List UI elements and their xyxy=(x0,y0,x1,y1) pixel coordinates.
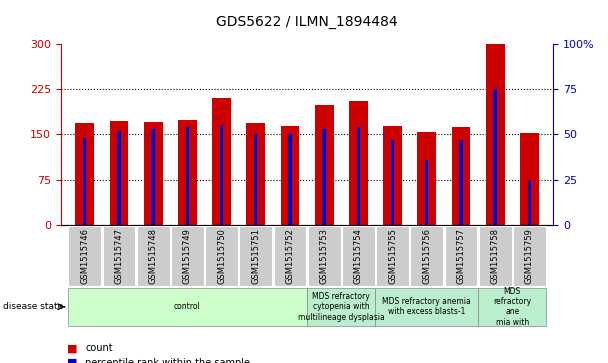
Bar xyxy=(109,121,128,225)
Text: GSM1515757: GSM1515757 xyxy=(457,228,466,284)
FancyBboxPatch shape xyxy=(103,226,136,286)
Text: GSM1515751: GSM1515751 xyxy=(251,228,260,284)
FancyBboxPatch shape xyxy=(478,287,547,326)
FancyBboxPatch shape xyxy=(307,287,375,326)
Text: ■: ■ xyxy=(67,343,77,354)
Bar xyxy=(391,140,394,225)
Text: MDS
refractory
ane
mia with: MDS refractory ane mia with xyxy=(493,287,531,327)
Bar xyxy=(83,138,86,225)
Bar xyxy=(417,132,436,225)
Bar xyxy=(246,123,265,225)
FancyBboxPatch shape xyxy=(171,226,204,286)
Bar xyxy=(220,125,223,225)
Bar xyxy=(452,127,471,225)
FancyBboxPatch shape xyxy=(376,226,409,286)
FancyBboxPatch shape xyxy=(410,226,443,286)
Text: GSM1515754: GSM1515754 xyxy=(354,228,363,284)
Text: GSM1515750: GSM1515750 xyxy=(217,228,226,284)
Bar xyxy=(322,129,326,225)
FancyBboxPatch shape xyxy=(137,226,170,286)
Bar xyxy=(528,180,531,225)
Text: GSM1515755: GSM1515755 xyxy=(388,228,397,284)
Text: GSM1515752: GSM1515752 xyxy=(285,228,294,284)
Text: percentile rank within the sample: percentile rank within the sample xyxy=(85,358,250,363)
FancyBboxPatch shape xyxy=(240,226,272,286)
Bar xyxy=(349,101,368,225)
Bar xyxy=(520,133,539,225)
Bar xyxy=(280,126,299,225)
Text: ■: ■ xyxy=(67,358,77,363)
Text: GSM1515759: GSM1515759 xyxy=(525,228,534,284)
Bar xyxy=(459,140,463,225)
Bar xyxy=(117,131,120,225)
Text: GSM1515758: GSM1515758 xyxy=(491,228,500,284)
Bar xyxy=(178,121,197,225)
Bar xyxy=(357,127,360,225)
FancyBboxPatch shape xyxy=(67,287,307,326)
FancyBboxPatch shape xyxy=(205,226,238,286)
Text: GSM1515748: GSM1515748 xyxy=(148,228,157,284)
Text: count: count xyxy=(85,343,112,354)
Bar xyxy=(425,160,429,225)
Text: MDS refractory
cytopenia with
multilineage dysplasia: MDS refractory cytopenia with multilinea… xyxy=(298,292,385,322)
FancyBboxPatch shape xyxy=(342,226,375,286)
FancyBboxPatch shape xyxy=(308,226,340,286)
FancyBboxPatch shape xyxy=(375,287,478,326)
Text: control: control xyxy=(174,302,201,311)
Text: GSM1515747: GSM1515747 xyxy=(114,228,123,284)
Bar xyxy=(151,129,155,225)
Text: MDS refractory anemia
with excess blasts-1: MDS refractory anemia with excess blasts… xyxy=(382,297,471,317)
Text: GSM1515756: GSM1515756 xyxy=(422,228,431,284)
Bar xyxy=(288,134,292,225)
Bar xyxy=(494,89,497,225)
FancyBboxPatch shape xyxy=(68,226,101,286)
Bar xyxy=(185,127,189,225)
Bar xyxy=(254,134,257,225)
Bar xyxy=(75,123,94,225)
Bar xyxy=(486,44,505,225)
Text: disease state: disease state xyxy=(3,302,63,311)
FancyBboxPatch shape xyxy=(478,226,511,286)
Text: GSM1515746: GSM1515746 xyxy=(80,228,89,284)
Text: GSM1515753: GSM1515753 xyxy=(320,228,329,284)
FancyBboxPatch shape xyxy=(444,226,477,286)
Text: GDS5622 / ILMN_1894484: GDS5622 / ILMN_1894484 xyxy=(216,15,398,29)
Bar xyxy=(212,98,231,225)
Text: GSM1515749: GSM1515749 xyxy=(183,228,192,284)
Bar xyxy=(315,105,334,225)
FancyBboxPatch shape xyxy=(274,226,306,286)
Bar xyxy=(143,122,162,225)
Bar xyxy=(383,126,402,225)
FancyBboxPatch shape xyxy=(513,226,546,286)
